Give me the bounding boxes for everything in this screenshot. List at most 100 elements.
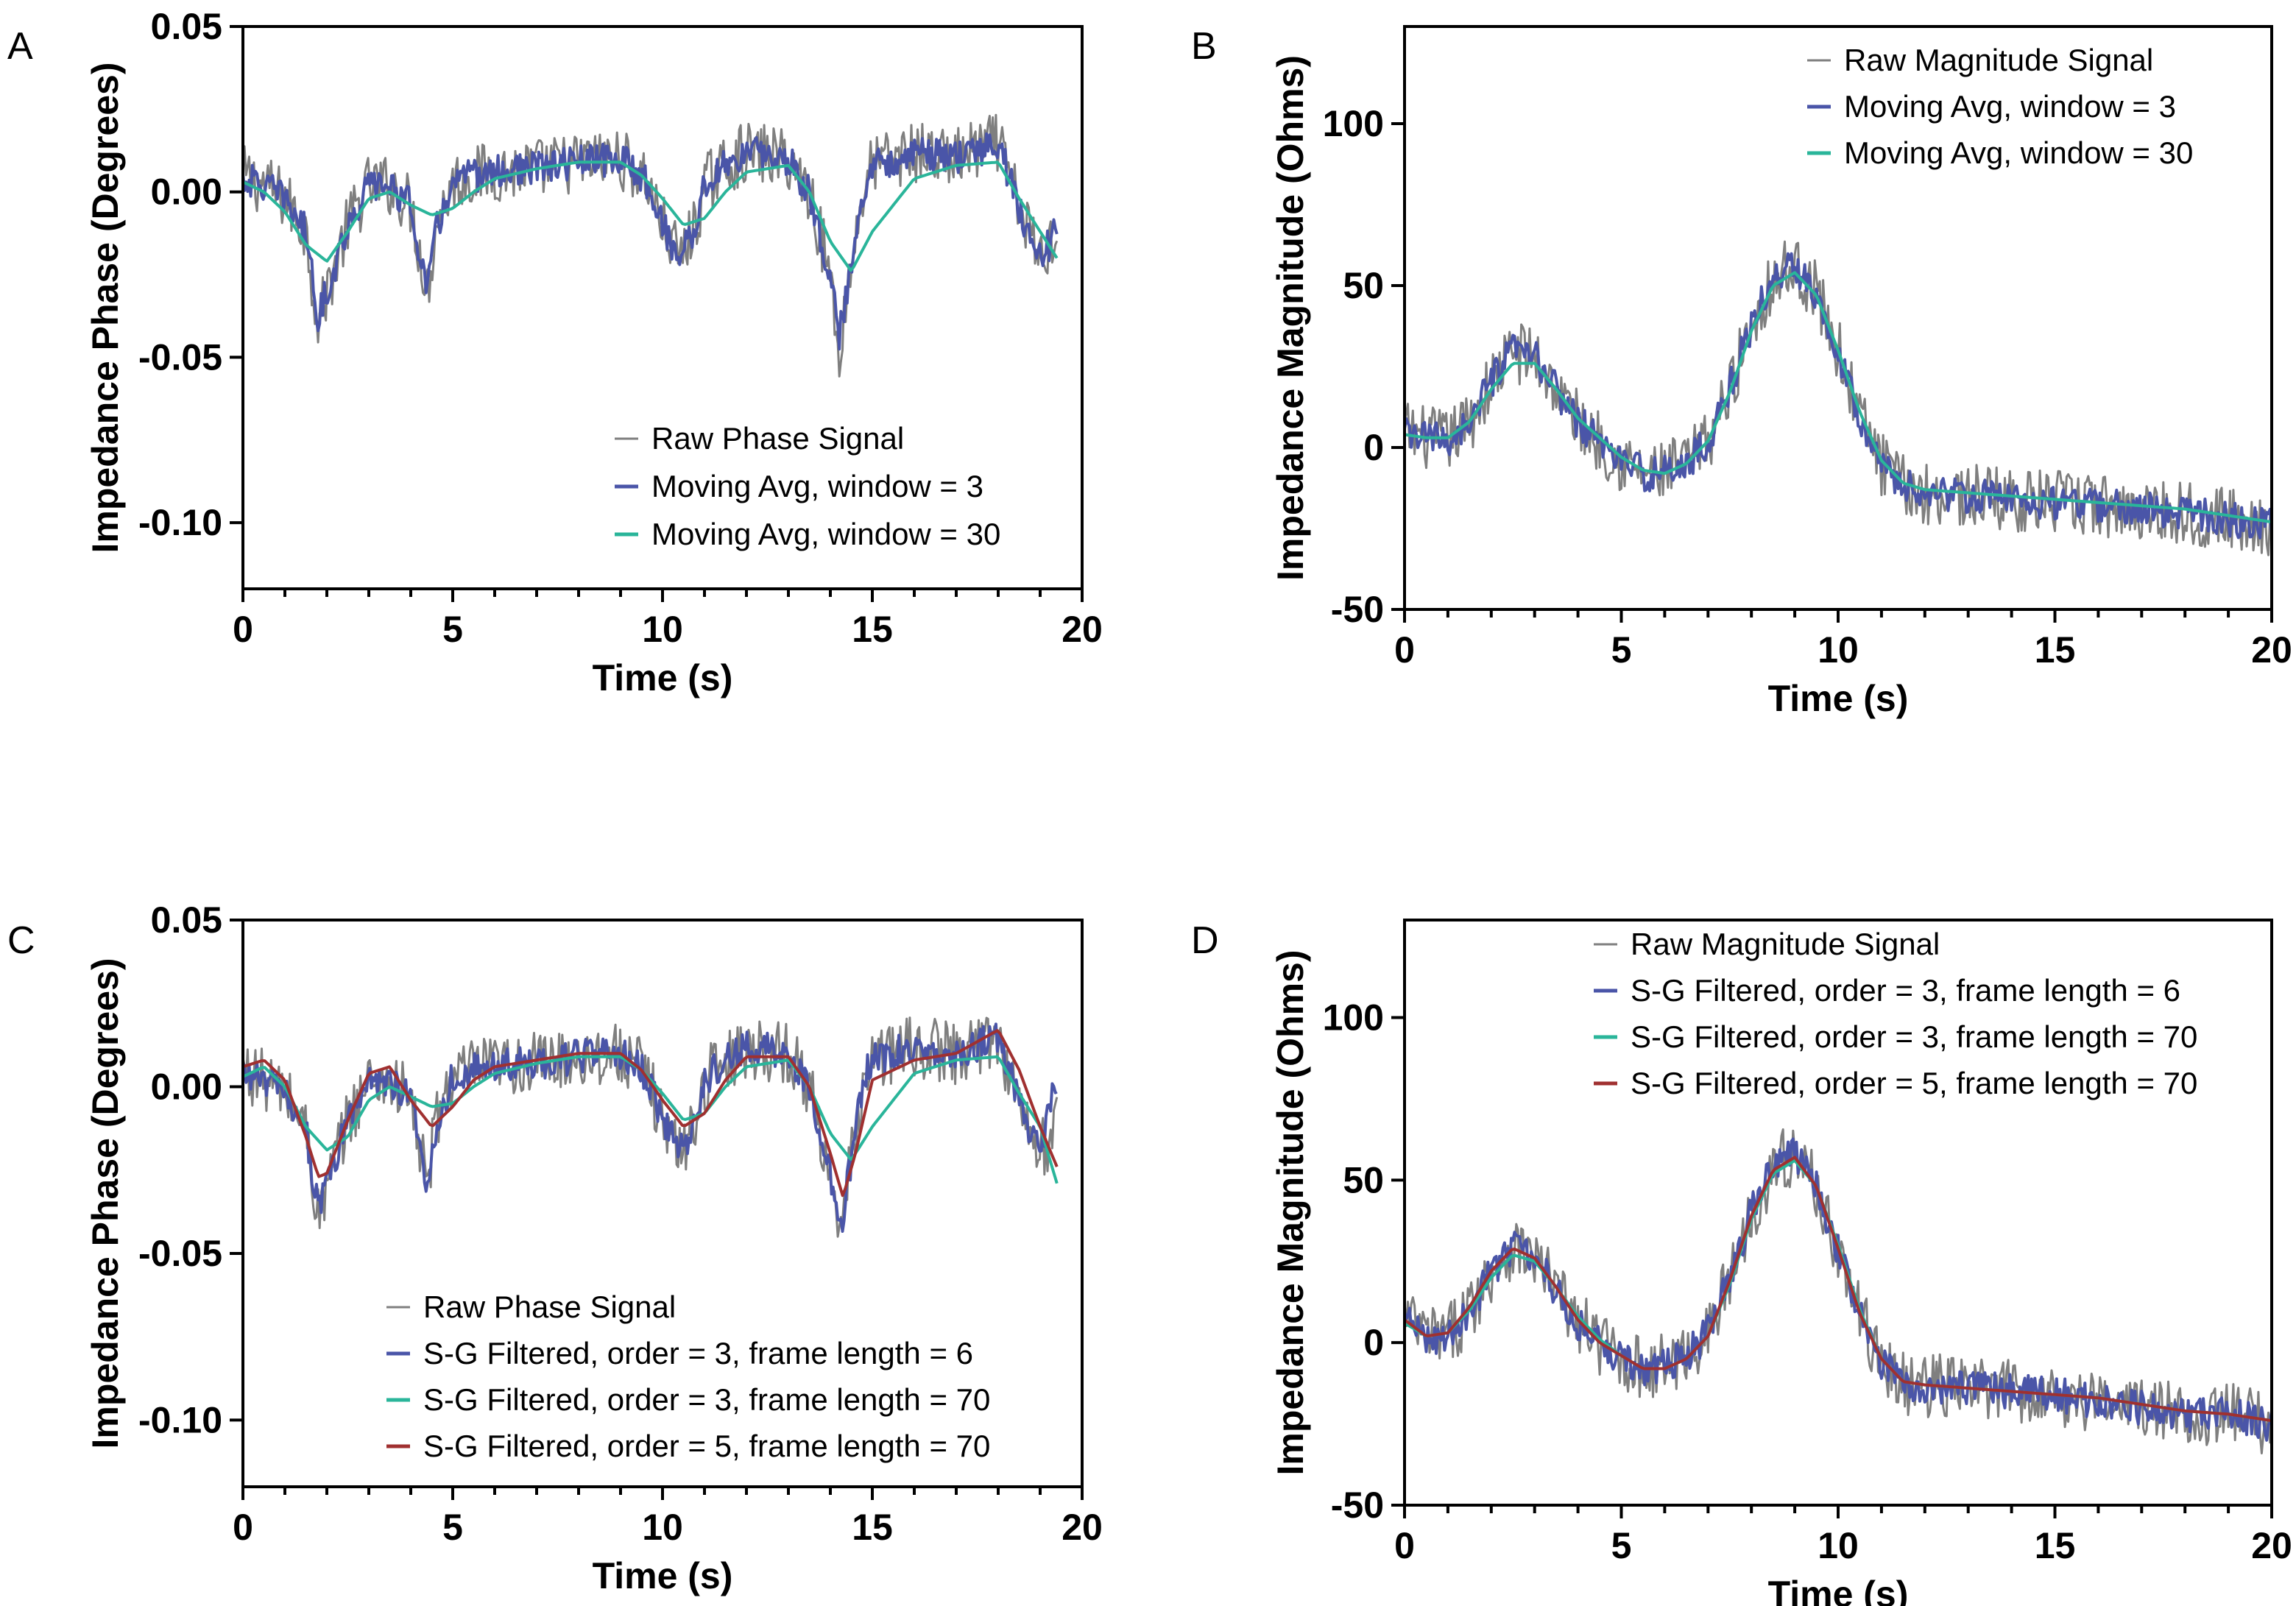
legend-label: Moving Avg, window = 3 [651,469,983,503]
x-axis-title: Time (s) [1768,1574,1909,1606]
legend-entry: Moving Avg, window = 3 [1807,89,2176,124]
y-axis: -0.10 -0.05 0.00 0.05 Impedance Phase (Degre… [85,899,243,1448]
series-line-window3 [241,132,1059,351]
legend-entry: Moving Avg, window = 30 [1807,135,2193,170]
legend-entry: Moving Avg, window = 3 [615,469,983,503]
y-tick-label: -50 [1331,589,1384,630]
x-tick-label: 0 [233,1507,253,1548]
legend-entry: Raw Magnitude Signal [1807,43,2153,77]
y-tick-label: 0.05 [151,899,222,941]
series-line-window3 [1403,252,2273,540]
x-axis: 0 5 10 15 20 Time (s) [1394,1505,2292,1606]
legend: Raw Phase Signal Moving Avg, window = 3 Mo… [615,421,1000,551]
legend-entry: S-G Filtered, order = 3, frame length = … [386,1382,990,1417]
x-tick-label: 0 [1394,629,1415,671]
legend: Raw Phase Signal S-G Filtered, order = 3,… [386,1290,990,1463]
x-tick-label: 10 [1818,1525,1859,1566]
series-line-sg3-6 [241,1022,1058,1233]
x-tick-label: 0 [1394,1525,1415,1566]
y-tick-label: -0.05 [138,336,222,378]
legend-entry: Raw Magnitude Signal [1594,927,1940,961]
plot-area [1403,240,2273,556]
y-tick-label: 0.00 [151,171,222,213]
y-tick-label: 0.05 [151,6,222,47]
x-axis-title: Time (s) [1768,678,1909,719]
y-tick-label: 0 [1363,427,1384,468]
x-tick-label: 20 [1062,609,1103,650]
series-line-sg5-70 [242,1029,1059,1198]
legend-label: Raw Magnitude Signal [1844,43,2153,77]
legend-label: S-G Filtered, order = 3, frame length = … [1631,973,2180,1008]
x-tick-label: 10 [1818,629,1859,671]
x-axis: 0 5 10 15 20 Time (s) [1394,609,2292,719]
panel-label: D [1191,919,1219,962]
x-axis-title: Time (s) [593,657,733,698]
y-tick-label: -0.10 [138,502,222,543]
y-tick-label: 0 [1363,1322,1384,1363]
legend-entry: Raw Phase Signal [386,1290,676,1324]
legend-entry: S-G Filtered, order = 5, frame length = … [1594,1066,2197,1100]
y-tick-label: 100 [1323,103,1384,144]
plot-area [241,113,1059,378]
x-tick-label: 5 [442,1507,463,1548]
x-tick-label: 20 [1062,1507,1103,1548]
legend-label: S-G Filtered, order = 5, frame length = … [423,1429,990,1463]
y-tick-label: 50 [1343,265,1384,306]
panel-c: C 0 5 10 15 20 Time (s) -0.10 -0.05 0.00 0.05 Imped… [7,899,1103,1596]
y-axis: -0.10 -0.05 0.00 0.05 Impedance Phase (Degre… [85,6,243,553]
legend: Raw Magnitude Signal Moving Avg, window =… [1807,43,2193,170]
y-axis-title: Impedance Magnitude (Ohms) [1270,950,1311,1476]
x-tick-label: 5 [1611,629,1632,671]
legend-label: Raw Phase Signal [423,1290,676,1324]
x-tick-label: 20 [2251,629,2292,671]
legend-label: S-G Filtered, order = 3, frame length = … [423,1382,990,1417]
legend-entry: S-G Filtered, order = 5, frame length = … [386,1429,990,1463]
series-line-window30 [242,160,1059,272]
y-axis: -50 0 50 100 Impedance Magnitude (Ohms) [1270,950,1405,1526]
y-axis-title: Impedance Phase (Degrees) [85,63,126,553]
y-tick-label: 100 [1323,997,1384,1039]
x-tick-label: 10 [642,1507,683,1548]
x-tick-label: 10 [642,609,683,650]
x-axis: 0 5 10 15 20 Time (s) [233,589,1103,698]
y-tick-label: -50 [1331,1485,1384,1526]
y-tick-label: 0.00 [151,1066,222,1107]
plot-area [241,1016,1059,1238]
panel-label: B [1191,25,1217,68]
series-line-sg3-70 [242,1055,1059,1184]
series-line-window30 [1404,271,2272,524]
y-axis-title: Impedance Magnitude (Ohms) [1270,55,1311,581]
plot-area [1403,1128,2273,1454]
y-axis: -50 0 50 100 Impedance Magnitude (Ohms) [1270,55,1405,630]
legend-label: S-G Filtered, order = 3, frame length = … [1631,1019,2197,1054]
x-tick-label: 15 [852,1507,893,1548]
x-tick-label: 15 [852,609,893,650]
y-tick-label: -0.05 [138,1233,222,1274]
series-line-sg5-70 [1403,1156,2272,1423]
legend-entry: S-G Filtered, order = 3, frame length = … [1594,1019,2197,1054]
panel-label: C [7,919,35,962]
x-tick-label: 15 [2035,1525,2076,1566]
legend-label: Raw Phase Signal [651,421,904,456]
x-tick-label: 0 [233,609,253,650]
series-line-sg3-6 [1403,1137,2273,1442]
legend-entry: Raw Phase Signal [615,421,904,456]
x-axis: 0 5 10 15 20 Time (s) [233,1487,1103,1596]
x-tick-label: 20 [2251,1525,2292,1566]
plot-frame [241,25,1084,590]
legend-label: Moving Avg, window = 3 [1844,89,2176,124]
y-tick-label: -0.10 [138,1399,222,1440]
x-tick-label: 5 [442,609,463,650]
legend: Raw Magnitude Signal S-G Filtered, order … [1594,927,2197,1100]
panel-label: A [7,25,33,68]
legend-entry: S-G Filtered, order = 3, frame length = … [1594,973,2180,1008]
panel-a: A 0 5 10 15 20 Time (s) -0.10 -0.05 0.00 0.05 Imped… [7,6,1103,698]
legend-entry: S-G Filtered, order = 3, frame length = … [386,1336,973,1370]
x-tick-label: 5 [1611,1525,1632,1566]
legend-label: Moving Avg, window = 30 [1844,135,2193,170]
legend-label: S-G Filtered, order = 5, frame length = … [1631,1066,2197,1100]
x-axis-title: Time (s) [593,1555,733,1596]
